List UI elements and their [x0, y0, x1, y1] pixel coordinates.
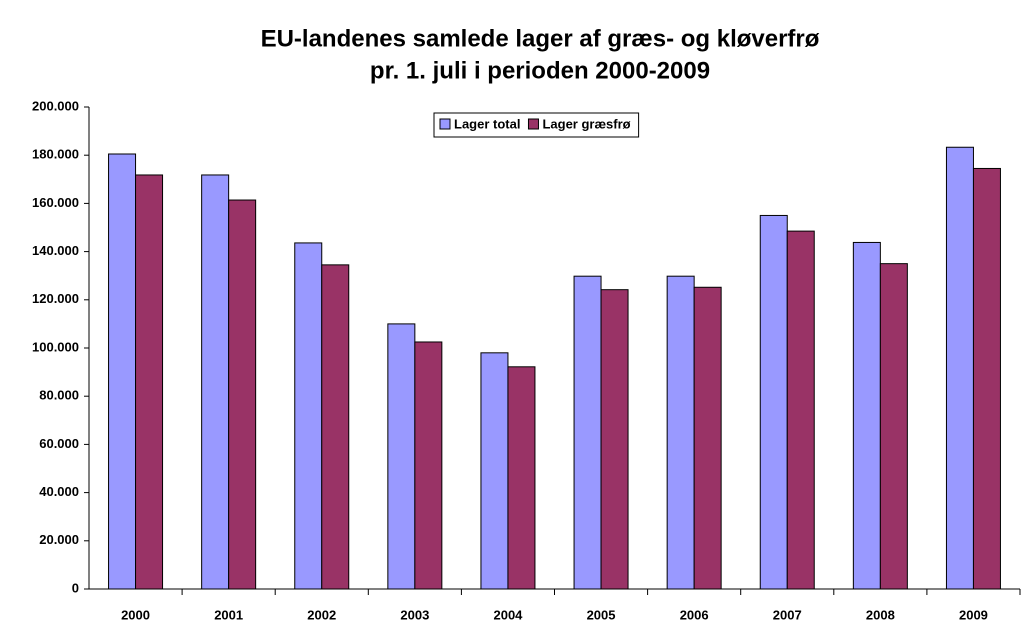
- x-tick-label: 2001: [214, 607, 243, 622]
- x-tick-label: 2007: [773, 607, 802, 622]
- bar: [879, 263, 908, 590]
- bar: [945, 146, 974, 590]
- y-tick-label: 120.000: [32, 291, 79, 306]
- y-tick-label: 40.000: [39, 484, 79, 499]
- bar: [414, 341, 443, 590]
- y-tick-label: 80.000: [39, 388, 79, 403]
- bar: [108, 153, 137, 590]
- bar: [666, 275, 695, 590]
- x-tick-label: 2008: [866, 607, 895, 622]
- bar: [201, 174, 230, 590]
- bar: [321, 264, 350, 590]
- y-tick-label: 0: [72, 580, 79, 595]
- bar: [573, 275, 602, 590]
- bar: [387, 323, 416, 590]
- legend-swatch: [527, 118, 539, 130]
- y-tick-label: 200.000: [32, 98, 79, 113]
- y-tick-label: 60.000: [39, 436, 79, 451]
- bar: [135, 174, 164, 590]
- legend-label: Lager græsfrø: [542, 116, 630, 131]
- bar: [972, 167, 1001, 590]
- bar: [786, 230, 815, 590]
- x-tick-label: 2005: [587, 607, 616, 622]
- legend-label: Lager total: [454, 116, 520, 131]
- x-tick-label: 2002: [307, 607, 336, 622]
- y-tick-label: 180.000: [32, 147, 79, 162]
- y-tick-label: 160.000: [32, 195, 79, 210]
- x-tick-label: 2009: [959, 607, 988, 622]
- bar: [507, 366, 536, 590]
- x-tick-label: 2003: [400, 607, 429, 622]
- x-tick-label: 2004: [493, 607, 523, 622]
- y-tick-label: 100.000: [32, 339, 79, 354]
- bar: [759, 214, 788, 590]
- legend-swatch: [439, 118, 451, 130]
- bar: [294, 242, 323, 590]
- bar: [693, 286, 722, 590]
- bar: [480, 352, 509, 590]
- chart-subtitle: pr. 1. juli i perioden 2000-2009: [370, 57, 710, 84]
- chart-title: EU-landenes samlede lager af græs- og kl…: [261, 25, 820, 52]
- y-tick-label: 140.000: [32, 243, 79, 258]
- y-tick-label: 20.000: [39, 532, 79, 547]
- bar: [228, 199, 257, 590]
- x-tick-label: 2006: [680, 607, 709, 622]
- bar: [852, 241, 881, 590]
- x-tick-label: 2000: [121, 607, 150, 622]
- bar: [600, 289, 629, 590]
